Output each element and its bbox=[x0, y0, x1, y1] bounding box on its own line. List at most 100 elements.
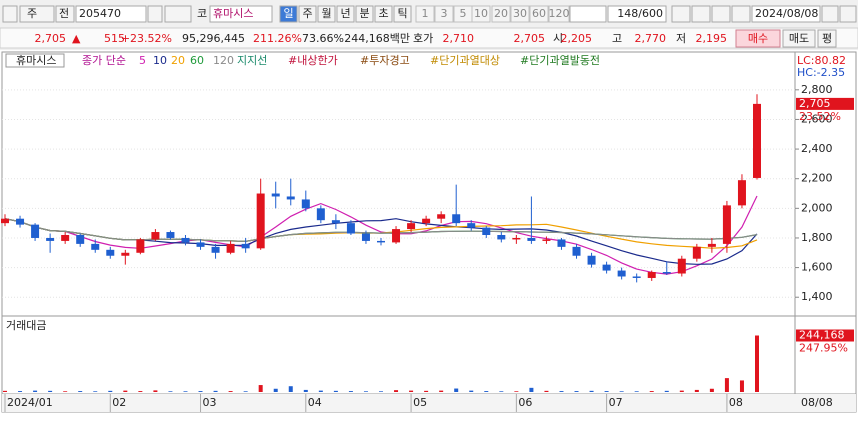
tool-btn[interactable] bbox=[839, 5, 857, 23]
tool-btn[interactable] bbox=[711, 5, 731, 23]
period-btn[interactable] bbox=[393, 5, 412, 23]
icon[interactable] bbox=[2, 5, 18, 23]
count-box bbox=[607, 5, 667, 23]
volume-bar bbox=[333, 390, 338, 392]
legend-ma: 종가 단순 bbox=[82, 54, 126, 67]
candle-body bbox=[136, 239, 145, 253]
volume-bar bbox=[78, 391, 83, 392]
date-box[interactable] bbox=[751, 5, 821, 23]
avg-btn[interactable] bbox=[817, 29, 837, 48]
candle-body bbox=[617, 270, 626, 277]
y-tick-label: 2,800 bbox=[801, 83, 833, 96]
y-tick-label: 1,600 bbox=[801, 261, 833, 274]
candle-body bbox=[181, 237, 190, 243]
volume-bar bbox=[198, 391, 203, 392]
volume-bar bbox=[424, 390, 429, 392]
volume-bar bbox=[363, 391, 368, 392]
candle-body bbox=[316, 208, 325, 221]
legend-name: 휴마시스 bbox=[16, 54, 56, 67]
period-btn[interactable] bbox=[355, 5, 374, 23]
candle-body bbox=[211, 246, 220, 253]
legend-flag: #내상한가 bbox=[288, 54, 338, 67]
legend-ma-period: 20 bbox=[171, 54, 185, 67]
tool-btn[interactable] bbox=[821, 5, 839, 23]
x-tick-label: 06 bbox=[518, 396, 532, 409]
tool-btn[interactable] bbox=[671, 5, 691, 23]
candle-body bbox=[121, 252, 130, 256]
code-input[interactable] bbox=[75, 5, 147, 23]
interval: 5 bbox=[460, 7, 467, 20]
volume: 95,296,445 bbox=[182, 32, 245, 45]
interval-btn[interactable] bbox=[434, 5, 454, 23]
high-label: 고 bbox=[612, 32, 622, 45]
period-btn[interactable] bbox=[317, 5, 336, 23]
candle-body bbox=[737, 180, 746, 206]
volume-bar bbox=[168, 391, 173, 392]
x-tick-label: 08 bbox=[729, 396, 743, 409]
period-btn[interactable] bbox=[298, 5, 317, 23]
volume-bar bbox=[93, 391, 98, 392]
end-date: 08/08 bbox=[801, 396, 833, 409]
interval-btn[interactable] bbox=[491, 5, 511, 23]
candle-body bbox=[452, 214, 461, 224]
volume-bar bbox=[258, 385, 263, 392]
period-btn[interactable] bbox=[336, 5, 355, 23]
kind-btn[interactable] bbox=[55, 5, 75, 23]
volume-bar bbox=[574, 391, 579, 392]
period: 년 bbox=[340, 7, 350, 20]
interval-btn[interactable] bbox=[548, 5, 570, 23]
legend-flag: #투자경고 bbox=[360, 54, 410, 67]
candle-body bbox=[662, 272, 671, 274]
interval: 3 bbox=[441, 7, 448, 20]
volume-bar bbox=[288, 386, 293, 392]
sell-btn[interactable] bbox=[782, 29, 816, 48]
period: 틱 bbox=[397, 7, 407, 20]
candle-body bbox=[91, 243, 100, 250]
candle-body bbox=[286, 196, 295, 200]
period-btn[interactable] bbox=[374, 5, 393, 23]
period-btn[interactable] bbox=[279, 5, 298, 23]
period: 월 bbox=[321, 7, 331, 20]
code: 205470 bbox=[79, 7, 121, 20]
interval: 30 bbox=[513, 7, 527, 20]
x-tick-label: 04 bbox=[308, 396, 322, 409]
candle-body bbox=[256, 193, 265, 249]
buy-btn[interactable] bbox=[735, 29, 781, 48]
interval-btn[interactable] bbox=[471, 5, 491, 23]
volume-bar bbox=[243, 391, 248, 392]
tool-btn[interactable] bbox=[691, 5, 711, 23]
interval: 120 bbox=[549, 7, 570, 20]
volume-bar bbox=[108, 390, 113, 392]
candle-body bbox=[467, 223, 476, 228]
candle-body bbox=[692, 246, 701, 259]
volume-bar bbox=[409, 390, 414, 392]
interval-btn[interactable] bbox=[510, 5, 530, 23]
interval-btn[interactable] bbox=[415, 5, 435, 23]
market-select[interactable] bbox=[19, 5, 55, 23]
volume-bar bbox=[18, 391, 23, 392]
volume-bar bbox=[634, 391, 639, 392]
name-select[interactable] bbox=[209, 5, 273, 23]
search-btn[interactable] bbox=[147, 5, 163, 23]
y-tick-label: 1,800 bbox=[801, 231, 833, 244]
candle-body bbox=[632, 276, 641, 278]
volume-bar bbox=[755, 335, 759, 392]
tool-btn[interactable] bbox=[731, 5, 751, 23]
candle-body bbox=[377, 240, 385, 243]
y-tick-label: 2,600 bbox=[801, 112, 833, 125]
candle-body bbox=[647, 272, 656, 278]
candle-body bbox=[1, 218, 9, 224]
volume-bar bbox=[484, 391, 489, 392]
combo[interactable] bbox=[569, 5, 607, 23]
volume-bar bbox=[679, 390, 684, 392]
last-price: 2,705 bbox=[799, 97, 831, 110]
interval-btn[interactable] bbox=[529, 5, 549, 23]
volume-bar bbox=[544, 390, 549, 392]
candle-body bbox=[151, 232, 160, 240]
lc: LC:80.82 bbox=[797, 54, 846, 67]
volume-bar bbox=[303, 389, 308, 392]
sound-btn[interactable] bbox=[164, 5, 192, 23]
price: 2,705 bbox=[35, 32, 67, 45]
legend-flag: #단기과열대상 bbox=[430, 54, 500, 67]
candle-body bbox=[602, 264, 611, 271]
